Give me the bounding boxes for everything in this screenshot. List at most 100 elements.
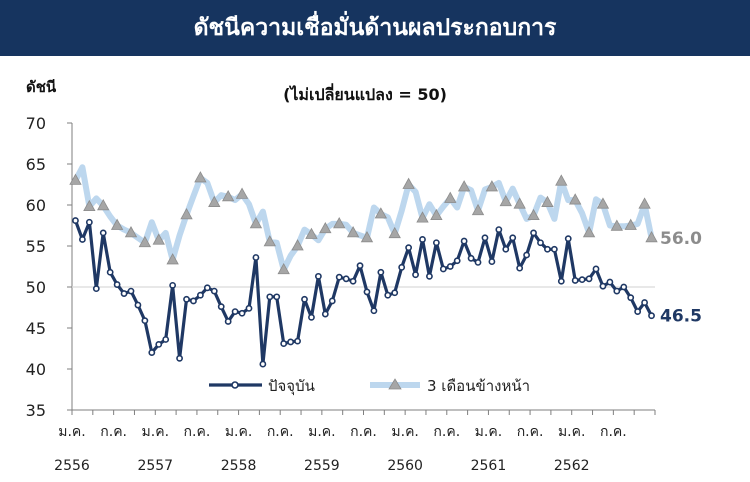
series-point-circle — [356, 262, 364, 270]
series-point-triangle — [97, 198, 110, 211]
series-point-circle — [162, 336, 170, 343]
y-tick-label: 35 — [26, 401, 46, 420]
series-point-circle — [426, 272, 433, 280]
series-point-circle — [113, 281, 121, 288]
series-point-circle — [79, 236, 86, 243]
series-point-circle — [550, 245, 558, 253]
series-point-triangle — [221, 189, 235, 202]
series-point-circle — [335, 273, 343, 281]
series-point-circle — [377, 268, 385, 276]
x-tick-label-month: ม.ค. — [308, 424, 336, 440]
series-point-triangle — [374, 207, 388, 219]
series-point-circle — [384, 291, 392, 299]
chart-title-banner: ดัชนีความเชื่อมั่นด้านผลประกอบการ — [0, 0, 750, 56]
series-point-circle — [398, 263, 406, 271]
series-point-triangle — [166, 253, 179, 265]
series-point-circle — [585, 275, 593, 283]
y-tick-label: 50 — [26, 278, 46, 297]
series-point-circle — [419, 236, 426, 243]
series-point-circle — [252, 254, 260, 261]
series-point-triangle — [596, 197, 610, 209]
x-tick-label-year: 2557 — [137, 458, 173, 474]
series-point-circle — [502, 245, 510, 253]
series-point-triangle — [569, 193, 582, 205]
series-point-triangle — [208, 195, 221, 207]
series-point-circle — [578, 276, 586, 284]
series-point-triangle — [624, 218, 637, 230]
series-point-triangle — [235, 187, 249, 199]
series-point-circle — [141, 317, 149, 325]
series-point-triangle — [305, 227, 318, 239]
series-line-0 — [73, 219, 654, 366]
series-point-circle — [301, 295, 308, 303]
series-point-triangle — [638, 197, 651, 209]
series-point-circle — [155, 340, 163, 348]
x-tick-label-month: ก.ค. — [267, 424, 294, 440]
series-point-circle — [571, 277, 579, 284]
x-tick-label-month: ก.ค. — [517, 424, 544, 440]
series-point-triangle — [277, 262, 290, 275]
series-point-circle — [203, 284, 211, 292]
x-tick-label-month: ม.ค. — [475, 424, 503, 440]
x-tick-label-year: 2558 — [221, 458, 257, 474]
y-tick-label: 45 — [26, 319, 46, 338]
series-point-triangle — [471, 203, 485, 216]
series-point-triangle — [319, 221, 332, 234]
series-point-circle — [273, 293, 281, 301]
series-point-triangle — [291, 239, 304, 251]
series-point-circle — [544, 245, 551, 253]
x-tick-label-month: ม.ค. — [558, 424, 586, 440]
y-tick-label: 60 — [26, 196, 46, 215]
series-point-circle — [446, 263, 454, 270]
series-point-triangle — [346, 226, 360, 238]
x-tick-label-month: ก.ค. — [433, 424, 460, 440]
series-point-circle — [349, 277, 357, 285]
series-point-circle — [613, 287, 621, 295]
series-point-circle — [342, 275, 350, 283]
series-point-triangle — [69, 173, 82, 185]
legend-marker-current — [231, 381, 239, 389]
series-point-circle — [106, 268, 114, 276]
y-axis-title: ดัชนี — [26, 78, 57, 96]
series-point-circle — [210, 287, 218, 295]
series-point-circle — [196, 291, 204, 299]
series-point-triangle — [194, 171, 207, 183]
series-point-triangle — [180, 208, 193, 220]
series-point-circle — [176, 354, 183, 362]
series-point-circle — [328, 297, 336, 305]
series-point-triangle — [152, 233, 165, 245]
series-point-triangle — [555, 174, 568, 186]
x-tick-label-year: 2556 — [54, 458, 90, 474]
series-point-circle — [190, 297, 197, 305]
series-point-circle — [314, 272, 322, 280]
series-point-triangle — [582, 226, 596, 238]
series-point-triangle — [457, 180, 471, 192]
series-point-circle — [509, 234, 517, 242]
y-tick-label: 40 — [26, 360, 46, 379]
x-tick-label-month: ม.ค. — [58, 424, 86, 440]
series-point-circle — [495, 226, 503, 233]
series-point-triangle — [541, 195, 554, 207]
series-point-circle — [280, 340, 288, 347]
series-point-circle — [620, 283, 628, 291]
chart-subtitle: (ไม่เปลี่ยนแปลง = 50) — [283, 83, 447, 104]
series-point-circle — [564, 235, 572, 243]
series-point-circle — [523, 251, 531, 259]
series-point-circle — [287, 338, 295, 346]
series-point-circle — [391, 289, 399, 297]
series-point-circle — [453, 257, 461, 265]
series-point-circle — [245, 304, 253, 312]
series-point-circle — [92, 285, 100, 293]
series-point-circle — [557, 277, 565, 285]
series-point-circle — [85, 218, 93, 226]
x-tick-label-month: ม.ค. — [391, 424, 419, 440]
series-point-circle — [474, 258, 482, 266]
series-point-circle — [217, 303, 225, 311]
series-point-circle — [370, 307, 378, 315]
x-tick-label-year: 2559 — [304, 458, 340, 474]
series-point-circle — [460, 237, 468, 245]
legend-label-forecast: 3 เดือนข้างหน้า — [427, 377, 530, 395]
y-tick-label: 65 — [26, 155, 46, 174]
x-tick-label-month: ก.ค. — [600, 424, 627, 440]
series-point-circle — [634, 308, 642, 315]
